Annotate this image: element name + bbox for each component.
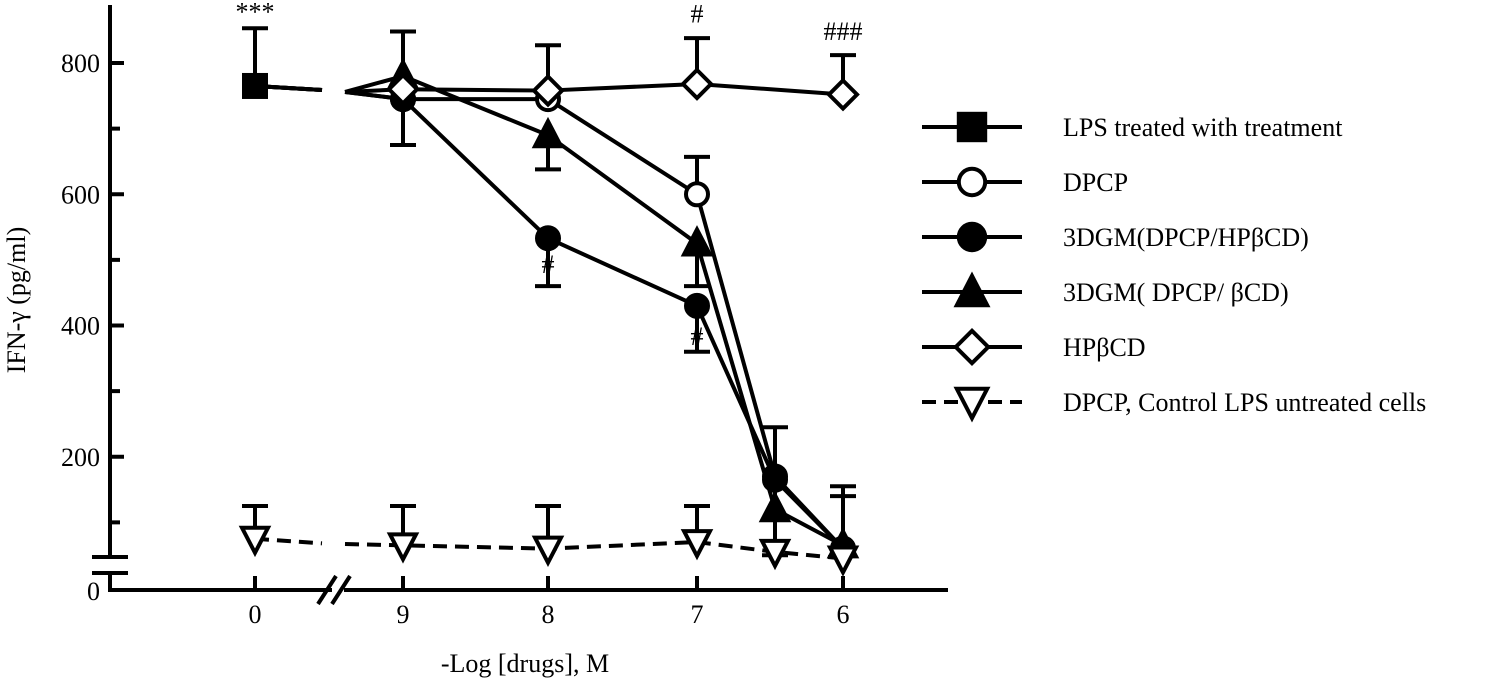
data-point xyxy=(531,73,565,108)
legend-item: LPS treated with treatment xyxy=(922,111,1343,143)
legend-marker xyxy=(956,221,988,253)
legend: LPS treated with treatment DPCP 3DGM(DPCP/… xyxy=(922,111,1426,423)
legend-marker xyxy=(952,327,992,367)
y-axis-label: IFN-γ (pg/ml) xyxy=(2,227,31,374)
y-tick-label: 600 xyxy=(61,180,100,209)
significance-annotation: ### xyxy=(824,17,863,46)
y-tick-label: 200 xyxy=(61,443,100,472)
legend-marker xyxy=(953,386,991,423)
data-point xyxy=(386,72,420,107)
data-point xyxy=(758,490,792,523)
legend-label: HPβCD xyxy=(1063,333,1146,362)
legend-item: DPCP xyxy=(922,166,1128,198)
axes: 0 200 400 600 800 0 9 8 7 6 xyxy=(61,5,948,629)
data-point xyxy=(531,116,565,149)
data-point xyxy=(680,225,714,257)
series-line-segment xyxy=(254,536,323,546)
significance-annotation: # xyxy=(691,322,704,351)
legend-label: 3DGM( DPCP/ βCD) xyxy=(1063,278,1289,307)
legend-marker xyxy=(953,271,991,308)
data-point xyxy=(680,67,714,101)
series-line xyxy=(344,540,844,561)
y-tick-label: 0 xyxy=(87,577,100,606)
legend-item: 3DGM(DPCP/HPβCD) xyxy=(922,221,1309,253)
data-point xyxy=(680,529,714,561)
legend-marker xyxy=(956,111,988,143)
data-point xyxy=(826,77,860,112)
x-tick-label: 9 xyxy=(397,600,410,629)
data-point xyxy=(535,225,561,252)
significance-annotation: *** xyxy=(236,0,275,26)
data-point xyxy=(531,535,565,567)
y-tick-label: 800 xyxy=(61,49,100,78)
legend-label: LPS treated with treatment xyxy=(1063,113,1343,142)
x-axis-label: -Log [drugs], M xyxy=(441,649,609,678)
legend-item: DPCP, Control LPS untreated cells xyxy=(922,386,1426,423)
x-tick-label: 6 xyxy=(837,600,850,629)
annotations: *** ###### xyxy=(236,0,863,351)
x-tick-label: 8 xyxy=(542,600,555,629)
legend-label: 3DGM(DPCP/HPβCD) xyxy=(1063,223,1309,252)
significance-annotation: # xyxy=(691,0,704,28)
legend-label: DPCP xyxy=(1063,168,1128,197)
y-tick-label: 400 xyxy=(61,312,100,341)
significance-annotation: # xyxy=(542,250,555,279)
data-point xyxy=(242,72,268,99)
series-line xyxy=(402,82,844,97)
data-point xyxy=(386,532,420,564)
x-tick-label: 0 xyxy=(249,600,262,629)
data-point xyxy=(762,466,788,493)
data-point xyxy=(758,538,792,571)
legend-item: 3DGM( DPCP/ βCD) xyxy=(922,271,1289,308)
legend-label: DPCP, Control LPS untreated cells xyxy=(1063,388,1426,417)
legend-marker xyxy=(956,166,988,198)
data-point xyxy=(684,292,710,319)
x-tick-label: 7 xyxy=(691,600,704,629)
x-axis-break-mark xyxy=(316,574,338,606)
legend-item: HPβCD xyxy=(922,327,1146,367)
series-markers xyxy=(238,57,860,577)
x-axis-break-mark xyxy=(330,574,352,606)
data-point xyxy=(684,181,710,208)
data-point xyxy=(238,525,272,558)
data-point xyxy=(826,545,860,577)
